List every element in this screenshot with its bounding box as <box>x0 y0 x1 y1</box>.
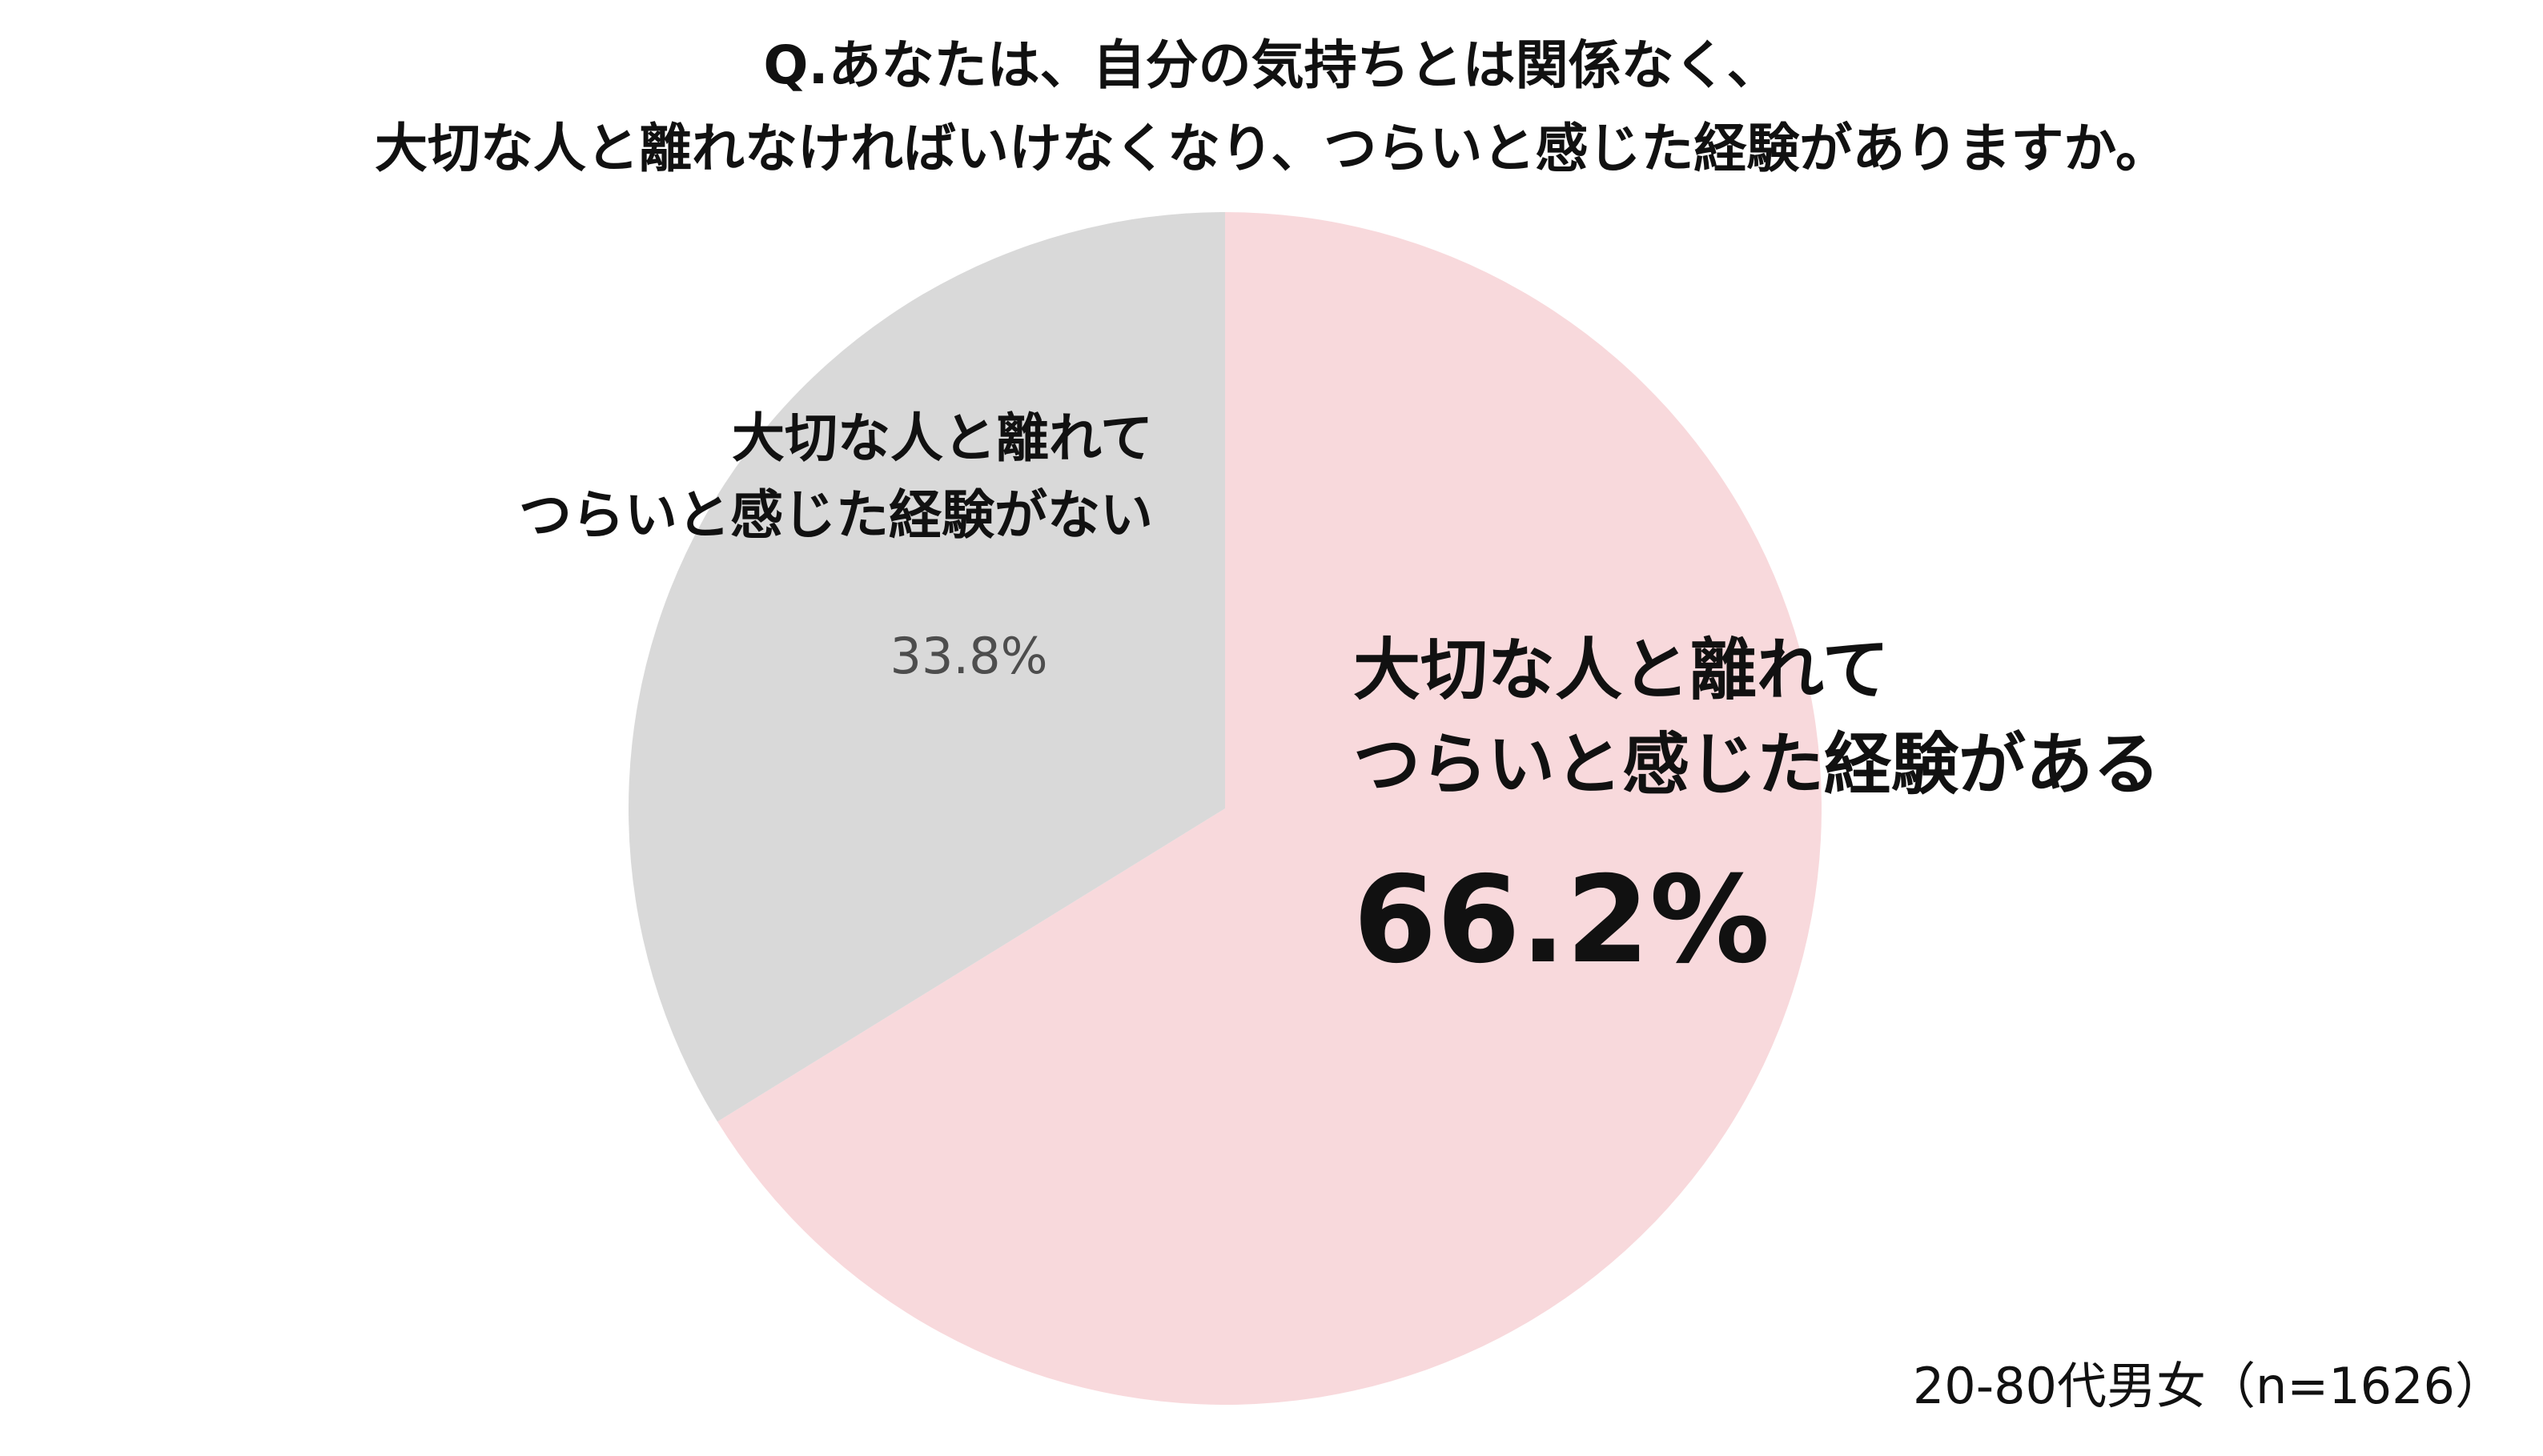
slice-label-not-experienced: 大切な人と離れて つらいと感じた経験がない <box>519 400 1153 554</box>
slice-label-not-experienced-line-1: 大切な人と離れて <box>731 407 1153 469</box>
slice-label-experienced-line-2: つらいと感じた経験がある <box>1353 725 2161 804</box>
slice-value-not-experienced: 33.8% <box>890 627 1048 685</box>
slice-label-not-experienced-line-2: つらいと感じた経験がない <box>519 484 1153 546</box>
slice-value-experienced: 66.2% <box>1353 851 1770 990</box>
chart-title-line-2: 大切な人と離れなければいけなくなり、つらいと感じた経験がありますか。 <box>374 118 2169 179</box>
chart-title-line-1: Q.あなたは、自分の気持ちとは関係なく、 <box>763 34 1780 96</box>
pie-slice-experienced <box>717 212 1822 1406</box>
pie-slice-not-experienced <box>629 212 1225 1122</box>
slice-label-experienced: 大切な人と離れて つらいと感じた経験がある <box>1353 623 2160 812</box>
sample-size-note: 20-80代男女（n=1626） <box>1912 1357 2505 1415</box>
slice-label-experienced-line-1: 大切な人と離れて <box>1353 631 1890 709</box>
